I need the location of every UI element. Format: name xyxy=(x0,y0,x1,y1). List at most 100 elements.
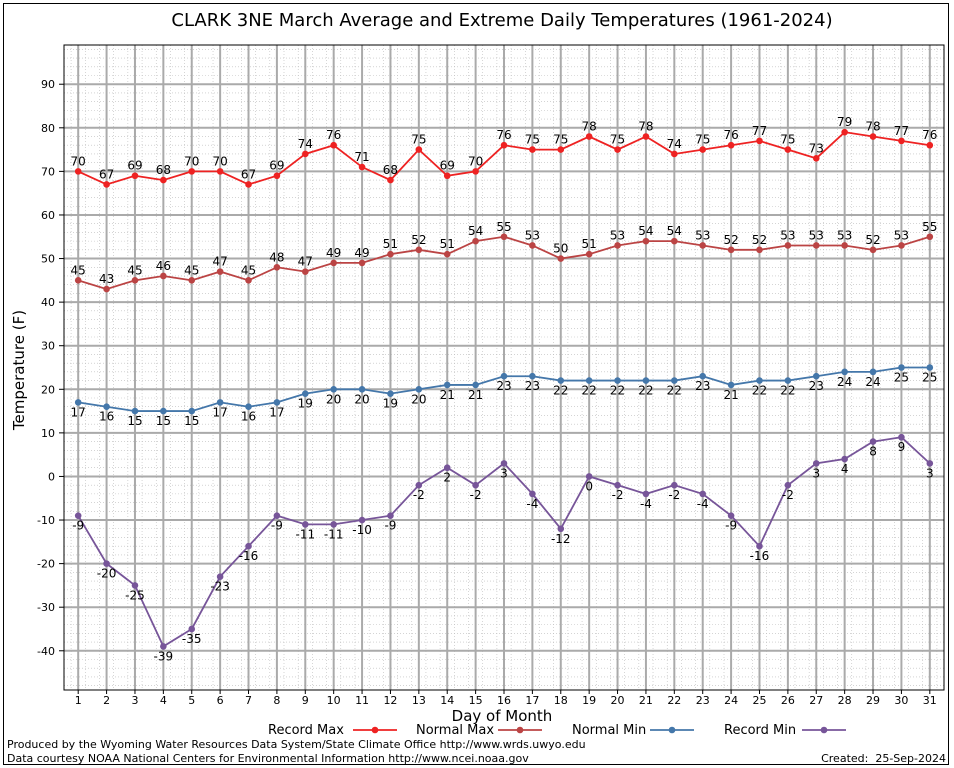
point-record-min xyxy=(188,625,196,633)
data-label-normal-min: 22 xyxy=(667,384,682,398)
data-label-normal-max: 50 xyxy=(553,242,568,256)
data-label-record-min: -2 xyxy=(470,488,482,502)
x-tick-label: 13 xyxy=(412,694,426,707)
legend-marker xyxy=(668,726,676,734)
point-normal-max xyxy=(671,237,678,245)
data-label-record-min: -11 xyxy=(295,527,315,541)
y-tick-label: 90 xyxy=(41,78,55,91)
point-normal-min xyxy=(529,372,536,380)
data-label-record-min: 4 xyxy=(841,462,849,476)
series-record-max xyxy=(74,128,934,188)
point-record-min xyxy=(443,464,451,472)
data-label-record-min: -20 xyxy=(97,567,117,581)
data-label-record-max: 74 xyxy=(667,137,682,151)
y-tick-label: -10 xyxy=(37,514,55,527)
point-record-min xyxy=(841,455,848,463)
point-record-max xyxy=(443,172,451,180)
data-label-normal-max: 48 xyxy=(269,250,284,264)
point-record-min xyxy=(216,573,224,580)
point-normal-max xyxy=(273,263,281,271)
point-normal-max xyxy=(926,233,934,241)
data-label-normal-max: 53 xyxy=(837,228,852,242)
data-label-normal-min: 17 xyxy=(212,405,227,419)
y-tick-label: 30 xyxy=(41,340,55,353)
y-tick-label: 10 xyxy=(41,427,55,440)
data-label-record-max: 79 xyxy=(837,115,852,129)
point-record-min xyxy=(614,481,621,489)
y-tick-label: 70 xyxy=(41,165,55,178)
point-normal-min xyxy=(585,377,593,384)
data-label-normal-min: 17 xyxy=(269,405,284,419)
legend-label: Normal Max xyxy=(416,723,494,738)
data-label-normal-min: 22 xyxy=(638,384,653,398)
data-label-record-min: 3 xyxy=(812,466,820,480)
point-record-max xyxy=(301,150,309,158)
data-label-normal-max: 53 xyxy=(695,228,710,242)
point-normal-max xyxy=(500,233,508,241)
point-record-min xyxy=(671,481,678,489)
point-normal-min xyxy=(330,385,337,393)
point-record-max xyxy=(330,141,337,149)
data-label-normal-max: 54 xyxy=(638,224,653,238)
point-normal-min xyxy=(812,372,820,380)
data-label-record-max: 73 xyxy=(809,141,824,155)
legend-item-record-max: Record Max xyxy=(268,723,397,738)
data-label-record-max: 77 xyxy=(894,124,909,138)
x-tick-label: 25 xyxy=(752,694,766,707)
point-record-min xyxy=(415,481,423,489)
data-label-normal-max: 47 xyxy=(212,255,227,269)
data-label-normal-min: 22 xyxy=(752,384,767,398)
legend-marker xyxy=(820,726,828,734)
point-normal-max xyxy=(642,237,650,245)
data-label-normal-max: 55 xyxy=(922,220,937,234)
data-label-record-max: 70 xyxy=(71,154,86,168)
chart-title: CLARK 3NE March Average and Extreme Dail… xyxy=(171,10,832,31)
data-label-normal-min: 21 xyxy=(723,388,738,402)
point-normal-min xyxy=(415,385,423,393)
point-normal-max xyxy=(699,242,707,249)
data-label-record-min: -4 xyxy=(526,497,538,511)
data-label-record-min: -2 xyxy=(612,488,624,502)
data-label-normal-min: 21 xyxy=(468,388,483,402)
point-normal-min xyxy=(898,364,905,371)
y-tick-label: 60 xyxy=(41,209,55,222)
data-label-normal-max: 51 xyxy=(440,237,455,251)
data-label-record-min: 3 xyxy=(926,466,934,480)
point-normal-min xyxy=(671,377,678,384)
legend-label: Normal Min xyxy=(572,723,646,738)
point-record-max xyxy=(756,137,763,145)
point-normal-min xyxy=(472,381,479,389)
data-label-record-min: -2 xyxy=(782,488,794,502)
data-label-record-min: -4 xyxy=(697,497,709,511)
point-normal-max xyxy=(188,277,196,284)
y-tick-label: -40 xyxy=(37,645,55,658)
data-label-record-min: -2 xyxy=(668,488,680,502)
data-label-normal-max: 47 xyxy=(298,255,313,269)
point-normal-min xyxy=(160,407,167,415)
point-record-max xyxy=(869,133,877,140)
point-normal-min xyxy=(784,377,792,384)
data-label-normal-max: 53 xyxy=(894,228,909,242)
y-tick-label: 50 xyxy=(41,253,55,266)
data-label-normal-min: 25 xyxy=(922,371,937,385)
point-record-min xyxy=(131,582,139,589)
point-normal-min xyxy=(926,364,934,371)
point-normal-max xyxy=(898,242,905,249)
point-record-min xyxy=(585,473,593,480)
x-tick-label: 14 xyxy=(440,694,454,707)
data-label-record-max: 78 xyxy=(638,120,653,134)
data-label-record-max: 70 xyxy=(212,154,227,168)
data-label-normal-max: 54 xyxy=(468,224,483,238)
point-normal-min xyxy=(131,407,139,415)
point-normal-max xyxy=(301,268,309,275)
legend-marker xyxy=(371,726,379,734)
point-record-max xyxy=(74,168,82,175)
data-label-record-max: 76 xyxy=(326,128,341,142)
legend-item-record-min: Record Min xyxy=(724,723,846,738)
data-label-record-max: 69 xyxy=(127,159,142,173)
x-tick-label: 5 xyxy=(188,694,195,707)
point-normal-max xyxy=(812,242,820,249)
point-normal-max xyxy=(74,277,82,284)
point-normal-min xyxy=(614,377,621,384)
